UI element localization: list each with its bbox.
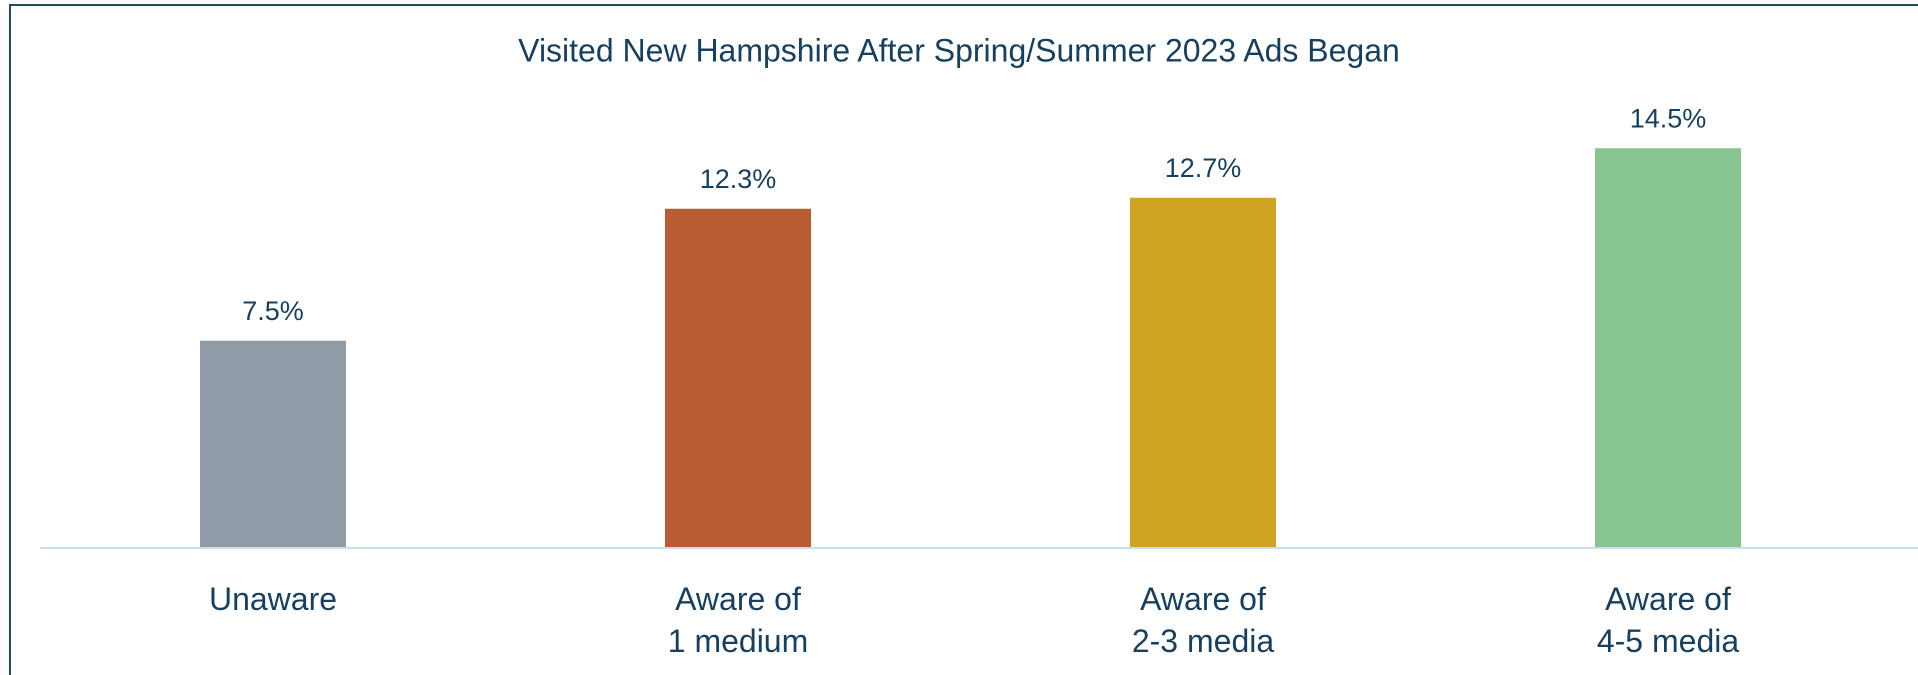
chart-title: Visited New Hampshire After Spring/Summe…: [518, 32, 1400, 68]
x-tick-label: Aware of 4-5 media: [1596, 581, 1740, 659]
value-label: 14.5%: [1630, 103, 1707, 133]
x-tick-label: Aware of 2-3 media: [1131, 581, 1275, 659]
value-label: 12.7%: [1165, 153, 1242, 183]
x-tick-label: Aware of 1 medium: [667, 581, 809, 659]
chart-frame: [9, 4, 1918, 675]
x-tick-label: Unaware: [208, 581, 338, 617]
bar: [200, 340, 346, 547]
value-label: 12.3%: [700, 164, 777, 194]
bar: [1130, 197, 1276, 547]
bar: [1595, 148, 1741, 547]
bar: [665, 208, 811, 547]
value-label: 7.5%: [242, 296, 304, 326]
